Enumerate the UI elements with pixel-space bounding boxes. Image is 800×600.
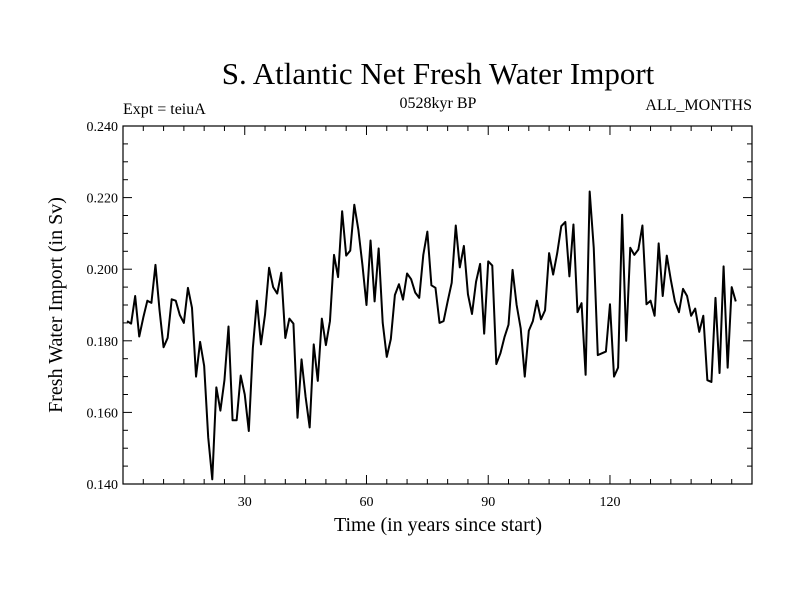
series-line (126, 190, 737, 481)
x-tick-label: 60 (359, 495, 373, 510)
subtitle-right: ALL_MONTHS (645, 97, 752, 114)
x-tick-label: 30 (238, 495, 252, 510)
subtitle-left: Expt = teiuA (123, 101, 206, 118)
x-tick-label: 120 (599, 495, 620, 510)
y-tick-label: 0.160 (87, 406, 119, 421)
y-tick-label: 0.180 (87, 335, 119, 350)
y-axis-label: Fresh Water Import (in Sv) (45, 197, 67, 413)
y-tick-label: 0.240 (87, 120, 119, 135)
chart-title: S. Atlantic Net Fresh Water Import (222, 56, 655, 91)
tick-group (123, 126, 752, 484)
tick-label-group: 30 60 90 120 0.140 0.160 0.180 0.200 0.220 0.240 (87, 120, 621, 510)
y-tick-label: 0.200 (87, 263, 119, 278)
x-axis-label: Time (in years since start) (334, 514, 542, 536)
x-tick-label: 90 (481, 495, 495, 510)
subtitle-center: 0528kyr BP (400, 95, 477, 112)
y-tick-label: 0.140 (87, 478, 119, 493)
y-tick-label: 0.220 (87, 192, 119, 207)
